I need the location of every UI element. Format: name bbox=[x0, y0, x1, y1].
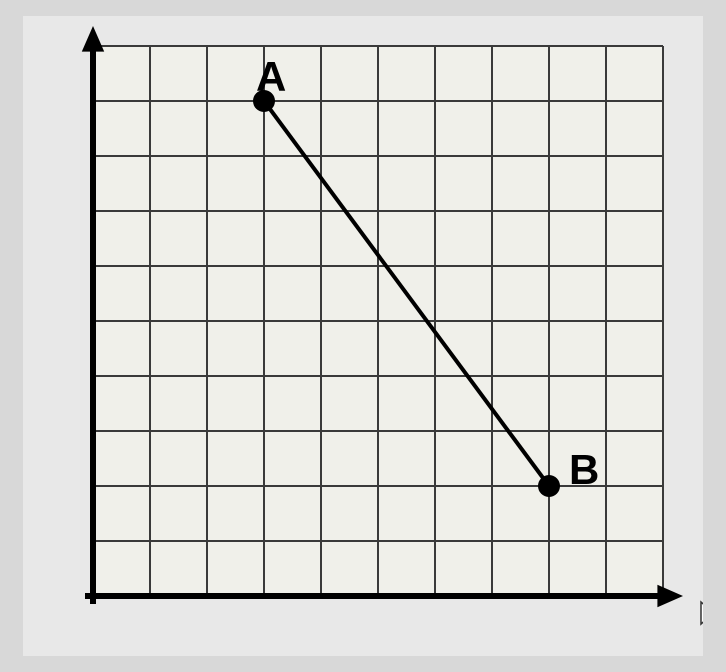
chart-svg bbox=[23, 16, 703, 656]
point-label-a: A bbox=[256, 53, 286, 101]
coordinate-chart: AB bbox=[23, 16, 703, 656]
point-label-b: B bbox=[569, 446, 599, 494]
